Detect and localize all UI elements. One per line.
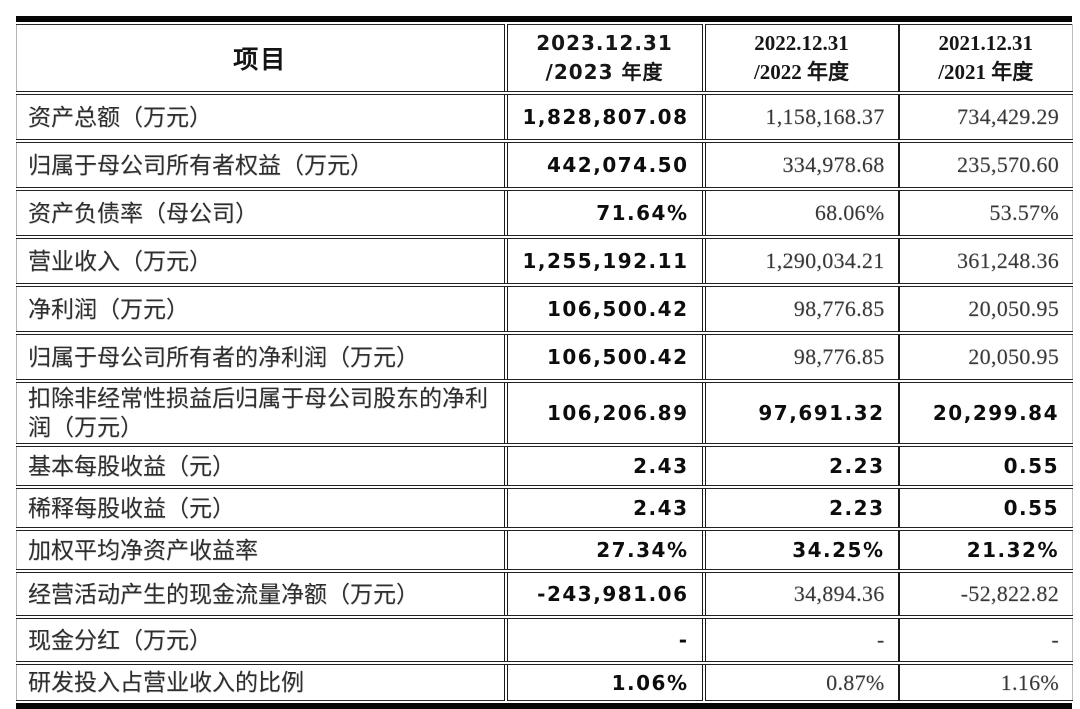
table-row: 经营活动产生的现金流量净额（万元） -243,981.06 34,894.36 … [16, 571, 1073, 619]
value-2021: 20,299.84 [897, 381, 1073, 447]
table-row: 加权平均净资产收益率 27.34% 34.25% 21.32% [16, 529, 1073, 573]
value-2021: 734,429.29 [897, 93, 1073, 143]
column-header-2021: 2021.12.31 /2021 年度 [897, 24, 1073, 95]
value-2021: - [897, 617, 1073, 665]
value-2021: 21.32% [897, 529, 1073, 573]
column-header-2023-date: 2023.12.31 [536, 31, 673, 55]
value-2023: 27.34% [503, 529, 704, 573]
value-2021: 0.55 [897, 487, 1073, 531]
value-2022: 68.06% [701, 189, 899, 239]
value-2021: 20,050.95 [897, 333, 1073, 383]
row-label: 稀释每股收益（元） [16, 487, 506, 531]
column-header-2022-date: 2022.12.31 [754, 31, 849, 55]
table-row: 资产总额（万元） 1,828,807.08 1,158,168.37 734,4… [16, 93, 1073, 143]
row-label: 研发投入占营业收入的比例 [28, 670, 304, 695]
value-2022: 1,158,168.37 [701, 93, 899, 143]
value-2022: 98,776.85 [701, 333, 899, 383]
value-2022: 334,978.68 [701, 141, 899, 191]
table-row: 基本每股收益（元） 2.43 2.23 0.55 [16, 445, 1073, 489]
table-row: 现金分红（万元） - - - [16, 617, 1073, 665]
value-2023: 1,255,192.11 [503, 237, 704, 287]
value-2021: 235,570.60 [897, 141, 1073, 191]
column-header-2022-year: /2022 年度 [753, 60, 850, 84]
value-2022: 1,290,034.21 [701, 237, 899, 287]
row-label: 加权平均净资产收益率 [16, 529, 506, 573]
value-2022: 97,691.32 [701, 381, 899, 447]
value-2021: -52,822.82 [897, 571, 1073, 619]
value-2022: 2.23 [701, 445, 899, 489]
column-header-2023: 2023.12.31 /2023 年度 [503, 24, 704, 95]
row-label: 资产总额（万元） [16, 93, 506, 143]
column-header-2023-year: /2023 年度 [545, 60, 664, 84]
row-label: 资产负债率（母公司） [16, 189, 506, 239]
value-2023: 2.43 [503, 445, 704, 489]
table-row: 营业收入（万元） 1,255,192.11 1,290,034.21 361,2… [16, 237, 1073, 287]
value-2021: 361,248.36 [897, 237, 1073, 287]
value-2023: 442,074.50 [503, 141, 704, 191]
value-2022: 34,894.36 [701, 571, 899, 619]
table-header-row: 项目 2023.12.31 /2023 年度 2022.12.31 /2022 … [16, 24, 1073, 95]
table-row: 归属于母公司所有者权益（万元） 442,074.50 334,978.68 23… [16, 141, 1073, 191]
table-row: 扣除非经常性损益后归属于母公司股东的净利润（万元） 106,206.89 97,… [16, 381, 1073, 447]
value-2022: 0.87% [701, 663, 899, 701]
value-2022: 2.23 [701, 487, 899, 531]
value-2023: 2.43 [503, 487, 704, 531]
value-2022: 98,776.85 [701, 285, 899, 335]
column-header-2021-date: 2021.12.31 [938, 31, 1034, 55]
value-2023: 106,500.42 [503, 333, 704, 383]
value-2023: 106,206.89 [503, 381, 704, 447]
table-row: 净利润（万元） 106,500.42 98,776.85 20,050.95 [16, 285, 1073, 335]
row-label: 营业收入（万元） [16, 237, 506, 287]
row-label: 净利润（万元） [16, 285, 506, 335]
row-label: 经营活动产生的现金流量净额（万元） [16, 571, 506, 619]
row-label: 现金分红（万元） [16, 617, 506, 665]
table-row: 稀释每股收益（元） 2.43 2.23 0.55 [16, 487, 1073, 531]
value-2023: 1.06% [503, 663, 704, 701]
row-label: 扣除非经常性损益后归属于母公司股东的净利润（万元） [16, 381, 506, 447]
value-2021: 20,050.95 [897, 285, 1073, 335]
value-2023: - [503, 617, 704, 665]
value-2023: 71.64% [503, 189, 704, 239]
column-header-item: 项目 [16, 24, 506, 95]
table-row: 归属于母公司所有者的净利润（万元） 106,500.42 98,776.85 2… [16, 333, 1073, 383]
table-row: 研发投入占营业收入的比例 1.06% 0.87% 1.16% [17, 663, 1073, 701]
value-2023: 1,828,807.08 [503, 93, 704, 143]
value-2021: 1.16% [897, 663, 1073, 701]
value-2023: -243,981.06 [503, 571, 704, 619]
column-header-2021-year: /2021 年度 [938, 60, 1034, 84]
financial-table: 项目 2023.12.31 /2023 年度 2022.12.31 /2022 … [16, 24, 1073, 701]
financial-summary-table: 项目 2023.12.31 /2023 年度 2022.12.31 /2022 … [16, 16, 1073, 709]
table-row: 资产负债率（母公司） 71.64% 68.06% 53.57% [16, 189, 1073, 239]
value-2021: 53.57% [897, 189, 1073, 239]
value-2023: 106,500.42 [503, 285, 704, 335]
value-2021: 0.55 [897, 445, 1073, 489]
column-header-2022: 2022.12.31 /2022 年度 [701, 24, 899, 95]
value-2022: - [701, 617, 899, 665]
row-label: 归属于母公司所有者的净利润（万元） [16, 333, 506, 383]
value-2022: 34.25% [701, 529, 899, 573]
row-label: 基本每股收益（元） [16, 445, 506, 489]
row-label: 归属于母公司所有者权益（万元） [16, 141, 506, 191]
